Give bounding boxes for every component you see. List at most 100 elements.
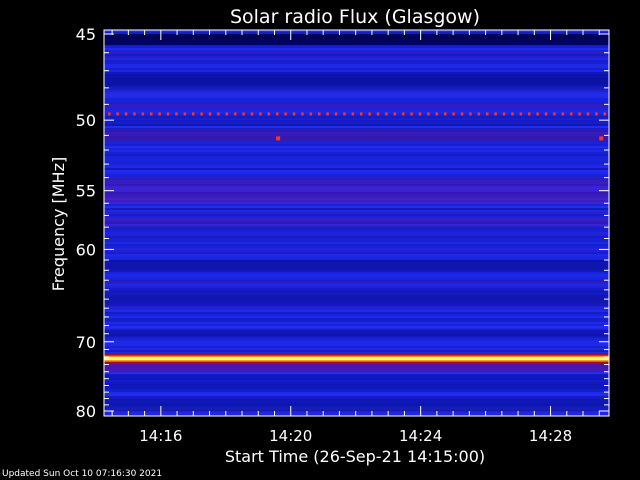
spectrogram-row xyxy=(104,256,609,258)
spectrogram-row xyxy=(104,98,609,100)
interference-dot xyxy=(326,112,329,116)
interference-dot xyxy=(166,112,170,116)
spectrogram-row xyxy=(104,306,609,308)
spectrogram-row xyxy=(104,326,609,328)
spectrogram-row xyxy=(104,328,609,330)
interference-dot xyxy=(376,112,380,116)
spectrogram-row xyxy=(104,346,609,348)
y-tick-label: 55 xyxy=(76,182,96,201)
spectrogram-row xyxy=(104,282,609,284)
interference-dot xyxy=(402,112,405,116)
spectrogram-row xyxy=(104,176,609,178)
interference-dot xyxy=(460,112,464,116)
x-tick-label: 14:20 xyxy=(269,427,312,445)
interference-dot xyxy=(599,136,604,141)
x-axis: 14:16 14:20 14:24 14:28 xyxy=(111,30,600,445)
y-tick-label: 50 xyxy=(76,111,96,130)
spectrogram-row xyxy=(104,290,609,292)
spectrogram-row xyxy=(104,142,609,144)
spectrogram-row xyxy=(104,124,609,126)
interference-dot xyxy=(469,112,472,116)
spectrogram-row xyxy=(104,164,609,166)
spectrogram-row xyxy=(104,202,609,204)
spectrogram-row xyxy=(104,254,609,256)
spectrogram-row xyxy=(104,88,609,90)
y-axis: 45 50 55 60 70 80 xyxy=(76,25,609,421)
interference-dot xyxy=(200,112,203,116)
spectrogram-row xyxy=(104,116,609,118)
spectrogram-row xyxy=(104,110,609,112)
interference-dot xyxy=(561,112,565,116)
spectrogram-row xyxy=(104,288,609,290)
spectrogram-row xyxy=(104,210,609,212)
spectrogram-row xyxy=(104,198,609,200)
spectrogram-row xyxy=(104,390,609,392)
spectrogram-row xyxy=(104,344,609,346)
interference-dot xyxy=(343,112,346,116)
spectrogram-row xyxy=(104,56,609,58)
spectrogram-row xyxy=(104,68,609,70)
spectrogram-row xyxy=(104,154,609,156)
spectrogram-row xyxy=(104,236,609,238)
interference-dot xyxy=(586,112,590,116)
spectrogram-row xyxy=(104,308,609,310)
spectrogram-row xyxy=(104,304,609,306)
spectrogram-row xyxy=(104,112,609,114)
interference-dot xyxy=(208,112,212,116)
interference-dot xyxy=(217,112,220,116)
interference-dot xyxy=(528,112,531,116)
spectrogram-row xyxy=(104,108,609,110)
spectrogram-band xyxy=(104,34,609,46)
spectrogram-row xyxy=(104,146,609,148)
spectrogram-row xyxy=(104,208,609,210)
interference-dot xyxy=(595,112,598,116)
interference-dot xyxy=(360,112,363,116)
spectrogram-row xyxy=(104,222,609,224)
spectrogram-row xyxy=(104,224,609,226)
interference-dot xyxy=(158,112,161,116)
spectrogram-row xyxy=(104,50,609,52)
interference-dot xyxy=(141,112,145,116)
spectrogram-row xyxy=(104,152,609,154)
spectrogram-row xyxy=(104,94,609,96)
plot-area xyxy=(104,30,609,416)
interference-dot xyxy=(410,112,413,116)
spectrogram-row xyxy=(104,394,609,396)
interference-dot xyxy=(570,112,573,116)
spectrogram-row xyxy=(104,92,609,94)
interference-dot xyxy=(368,112,371,116)
spectrogram-row xyxy=(104,148,609,150)
x-axis-label: Start Time (26-Sep-21 14:15:00) xyxy=(225,447,485,466)
spectrogram-row xyxy=(104,54,609,56)
interference-dot xyxy=(133,112,136,116)
interference-dot xyxy=(175,112,178,116)
spectrogram-row xyxy=(104,412,609,414)
spectrogram-band xyxy=(104,217,609,228)
spectrogram-row xyxy=(104,128,609,130)
interference-dot xyxy=(502,112,506,116)
spectrogram-row xyxy=(104,186,609,188)
spectrogram-row xyxy=(104,248,609,250)
interference-dot xyxy=(334,112,338,116)
spectrogram-row xyxy=(104,342,609,344)
spectrogram-row xyxy=(104,246,609,248)
spectrogram-row xyxy=(104,214,609,216)
interference-dot xyxy=(242,112,245,116)
spectrogram-row xyxy=(104,340,609,342)
spectrogram-row xyxy=(104,272,609,274)
x-tick-label: 14:24 xyxy=(399,427,442,445)
spectrogram-band xyxy=(104,260,609,271)
spectrogram-band xyxy=(104,74,609,87)
interference-dot xyxy=(276,136,281,141)
spectrogram-row xyxy=(104,286,609,288)
interference-dot xyxy=(292,112,296,116)
spectrogram-row xyxy=(104,396,609,398)
spectrogram-row xyxy=(104,126,609,128)
interference-dot xyxy=(494,112,497,116)
interference-dot xyxy=(519,112,523,116)
y-tick-label: 60 xyxy=(76,240,96,259)
spectrogram-row xyxy=(104,196,609,198)
interference-dot xyxy=(452,112,455,116)
interference-dot xyxy=(124,112,128,116)
spectrogram-row xyxy=(104,388,609,390)
